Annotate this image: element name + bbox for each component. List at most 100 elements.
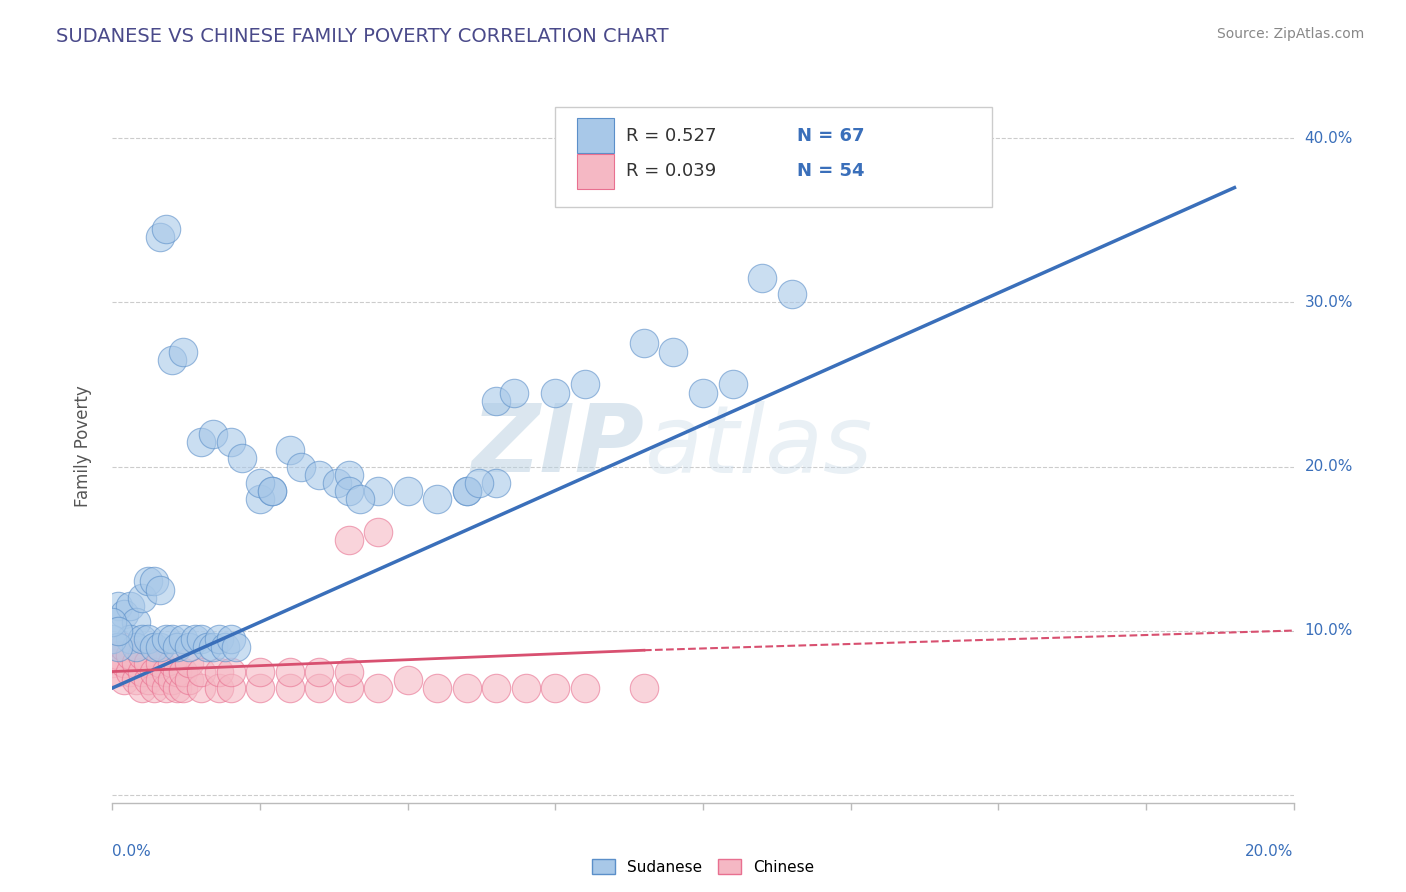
Point xyxy=(337,665,360,679)
Point xyxy=(166,681,188,695)
Point xyxy=(367,681,389,695)
Text: 10.0%: 10.0% xyxy=(1305,623,1353,638)
Point xyxy=(337,467,360,482)
Point xyxy=(337,681,360,695)
Point xyxy=(125,615,148,630)
Point xyxy=(544,681,567,695)
Point xyxy=(308,665,330,679)
Point xyxy=(155,632,177,646)
Point xyxy=(349,492,371,507)
Point xyxy=(136,657,159,671)
Point xyxy=(396,484,419,499)
Point xyxy=(485,393,508,408)
Point xyxy=(326,475,349,490)
Point xyxy=(214,640,236,654)
Point xyxy=(166,665,188,679)
Point xyxy=(219,681,242,695)
Point xyxy=(249,492,271,507)
Point xyxy=(101,615,124,630)
Point xyxy=(249,665,271,679)
Point xyxy=(107,665,129,679)
Point xyxy=(131,648,153,662)
Point xyxy=(201,640,224,654)
Point xyxy=(179,673,201,687)
Point xyxy=(208,665,231,679)
Point xyxy=(107,648,129,662)
Point xyxy=(112,607,135,622)
Point xyxy=(456,484,478,499)
Text: 30.0%: 30.0% xyxy=(1305,295,1353,310)
Point xyxy=(367,525,389,540)
Point xyxy=(160,352,183,367)
Point xyxy=(290,459,312,474)
Point xyxy=(149,640,172,654)
Point xyxy=(780,287,803,301)
Point xyxy=(136,574,159,589)
Point xyxy=(101,632,124,646)
Point xyxy=(190,681,212,695)
Point xyxy=(112,673,135,687)
Point xyxy=(208,632,231,646)
Point xyxy=(120,648,142,662)
Point xyxy=(426,681,449,695)
Point xyxy=(260,484,283,499)
Point xyxy=(337,484,360,499)
FancyBboxPatch shape xyxy=(576,118,614,153)
Point xyxy=(120,632,142,646)
Point xyxy=(367,484,389,499)
Text: 0.0%: 0.0% xyxy=(112,845,152,860)
FancyBboxPatch shape xyxy=(576,153,614,189)
Point xyxy=(190,632,212,646)
Y-axis label: Family Poverty: Family Poverty xyxy=(73,385,91,507)
Point xyxy=(136,632,159,646)
Point xyxy=(131,665,153,679)
Text: Source: ZipAtlas.com: Source: ZipAtlas.com xyxy=(1216,27,1364,41)
Text: N = 54: N = 54 xyxy=(797,162,865,180)
Point xyxy=(485,475,508,490)
Point xyxy=(107,599,129,613)
Point xyxy=(136,673,159,687)
Point xyxy=(574,681,596,695)
Text: R = 0.527: R = 0.527 xyxy=(626,127,717,145)
Point xyxy=(179,640,201,654)
Point xyxy=(131,591,153,605)
Point xyxy=(120,599,142,613)
Text: atlas: atlas xyxy=(644,401,872,491)
Point xyxy=(125,657,148,671)
Point xyxy=(633,336,655,351)
Point xyxy=(172,665,194,679)
Legend: Sudanese, Chinese: Sudanese, Chinese xyxy=(586,853,820,880)
Point xyxy=(249,475,271,490)
Point xyxy=(101,657,124,671)
Point xyxy=(160,673,183,687)
Point xyxy=(278,681,301,695)
Point xyxy=(260,484,283,499)
Point xyxy=(125,640,148,654)
Point xyxy=(208,681,231,695)
Point xyxy=(160,632,183,646)
Point xyxy=(155,665,177,679)
Point xyxy=(149,673,172,687)
Point xyxy=(201,426,224,441)
Point xyxy=(225,640,247,654)
Point xyxy=(155,221,177,235)
Point xyxy=(426,492,449,507)
Point xyxy=(172,681,194,695)
Point xyxy=(574,377,596,392)
FancyBboxPatch shape xyxy=(555,107,993,207)
Point xyxy=(337,533,360,548)
Point xyxy=(231,451,253,466)
Point xyxy=(112,657,135,671)
Point xyxy=(308,467,330,482)
Point xyxy=(155,681,177,695)
Text: 40.0%: 40.0% xyxy=(1305,131,1353,146)
Point xyxy=(467,475,489,490)
Point xyxy=(107,640,129,654)
Point xyxy=(142,640,165,654)
Point xyxy=(142,574,165,589)
Point xyxy=(633,681,655,695)
Point xyxy=(278,443,301,458)
Text: N = 67: N = 67 xyxy=(797,127,865,145)
Point xyxy=(190,434,212,449)
Point xyxy=(125,673,148,687)
